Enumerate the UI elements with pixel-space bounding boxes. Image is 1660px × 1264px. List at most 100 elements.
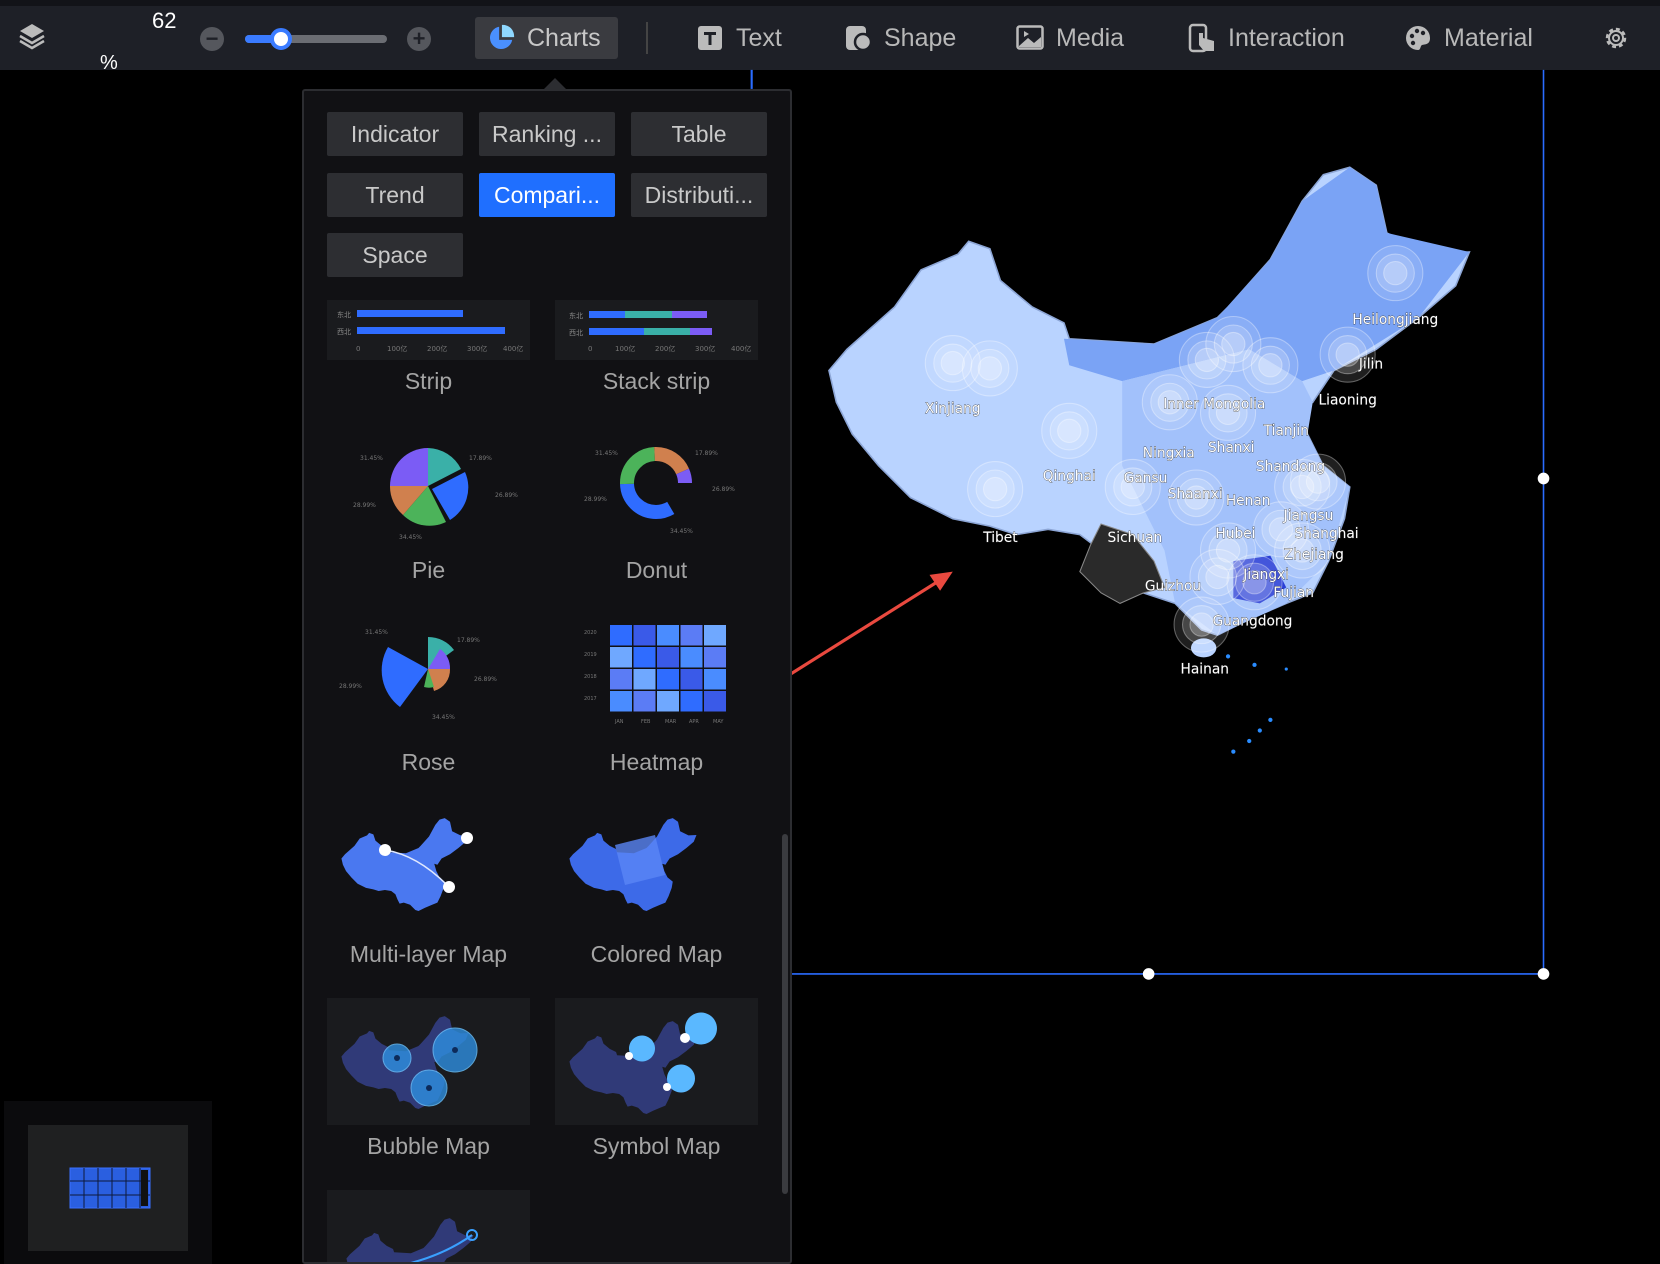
map-label: Shandong: [1256, 459, 1325, 475]
map-region-jiangxi[interactable]: [1233, 555, 1287, 604]
category-comparison[interactable]: Compari...: [479, 173, 615, 217]
chart-card-flow-map[interactable]: [327, 1190, 530, 1262]
resize-handle-right[interactable]: [1537, 472, 1550, 485]
resize-handle-corner[interactable]: [1537, 968, 1550, 980]
chart-card-bubble-map[interactable]: Bubble Map: [327, 998, 530, 1160]
map-bubble: [961, 340, 1018, 397]
thumb-text: 400亿: [731, 344, 751, 353]
shape-icon: [844, 24, 872, 52]
map-region-hainan[interactable]: [1190, 638, 1217, 658]
map-bubble: [1187, 340, 1227, 380]
chart-card-strip[interactable]: 东北 西北 0 100亿 200亿 300亿 400亿 Strip: [327, 300, 530, 395]
map-bubble: [1252, 501, 1310, 558]
map-bubble: [1335, 342, 1360, 367]
thumb-text: 2018: [584, 674, 597, 680]
bubble-map-thumbnail: [327, 998, 530, 1125]
nav-interaction[interactable]: Interaction: [1188, 17, 1345, 59]
thumb-text: 200亿: [427, 344, 447, 353]
chart-label: Multi-layer Map: [349, 941, 508, 967]
heatmap-cell: [657, 647, 679, 668]
chart-card-symbol-map[interactable]: Symbol Map: [555, 998, 758, 1160]
panel-pointer: [543, 78, 567, 90]
heatmap-cell: [704, 647, 726, 668]
map-label: Henan: [1226, 493, 1271, 509]
map-bubble: [1242, 570, 1267, 595]
map-bubble: [1375, 253, 1415, 293]
category-distribution[interactable]: Distributi...: [631, 173, 767, 217]
map-bubble: [1213, 324, 1253, 364]
thumb-text: 东北: [337, 310, 351, 319]
heatmap-cell: [657, 691, 679, 712]
thumb-text: FEB: [641, 719, 651, 725]
nav-charts[interactable]: Charts: [475, 17, 618, 59]
thumb-text: 东北: [569, 311, 583, 320]
chart-card-multi-layer-map[interactable]: Multi-layer Map: [327, 805, 530, 968]
heatmap-thumbnail: 2020 2019 2018 2017 JAN FEB MAR APR MAY: [555, 613, 758, 741]
nav-text[interactable]: Text: [696, 17, 782, 59]
zoom-in-button[interactable]: +: [407, 27, 431, 51]
thumb-text: 300亿: [467, 344, 487, 353]
rose-thumbnail: 31.45% 17.89% 26.89% 28.99% 34.45%: [327, 613, 530, 741]
zoom-slider[interactable]: [245, 35, 387, 43]
palette-icon: [1404, 24, 1432, 52]
map-bubble: [1041, 402, 1098, 459]
category-ranking[interactable]: Ranking ...: [479, 112, 615, 156]
panel-scrollbar[interactable]: [782, 834, 788, 1194]
map-bubble: [1157, 390, 1182, 415]
map-region-northeast[interactable]: [1063, 167, 1470, 382]
thumb-text: 34.45%: [670, 528, 693, 535]
heatmap-cell: [633, 691, 656, 712]
nav-shape-label: Shape: [884, 23, 957, 52]
resize-handle-bottom[interactable]: [1142, 968, 1155, 980]
nav-text-label: Text: [736, 23, 782, 52]
layers-icon[interactable]: [18, 22, 46, 57]
map-bubble: [1208, 530, 1248, 571]
map-bubble: [1197, 557, 1238, 597]
category-space[interactable]: Space: [327, 233, 463, 277]
map-region-yunnan[interactable]: [1079, 523, 1166, 605]
category-trend[interactable]: Trend: [327, 173, 463, 217]
china-map[interactable]: Heilongjiang Jilin Liaoning Xinjiang Inner M…: [828, 166, 1471, 754]
map-bubble: [1250, 345, 1290, 385]
settings-gear-icon[interactable]: [1603, 25, 1629, 56]
pointer-hand-icon: [1188, 23, 1216, 53]
pie-thumbnail: 31.45% 17.89% 26.89% 28.99% 34.45%: [327, 421, 530, 549]
map-label: Jiangxi: [1242, 567, 1289, 583]
chart-card-donut[interactable]: 31.45% 17.89% 26.89% 28.99% 34.45% Donut: [555, 421, 758, 584]
minimap-viewport[interactable]: [28, 1125, 188, 1251]
map-bubble: [977, 356, 1003, 381]
multi-layer-map-thumbnail: [327, 805, 530, 933]
map-bubble: [1215, 400, 1241, 426]
map-bubble: [1268, 517, 1294, 542]
chart-card-rose[interactable]: 31.45% 17.89% 26.89% 28.99% 34.45% Rose: [327, 613, 530, 776]
category-table[interactable]: Table: [631, 112, 767, 156]
nav-media[interactable]: Media: [1016, 17, 1124, 59]
chart-card-pie[interactable]: 31.45% 17.89% 26.89% 28.99% 34.45% Pie: [327, 421, 530, 584]
thumb-text: 31.45%: [360, 455, 383, 462]
map-bubble: [982, 476, 1008, 502]
zoom-out-button[interactable]: −: [200, 27, 224, 51]
map-bubble: [1104, 458, 1161, 516]
chart-label: Strip: [404, 368, 453, 394]
map-bubble: [1328, 335, 1368, 375]
thumb-text: 26.89%: [712, 486, 735, 493]
zoom-slider-handle[interactable]: [270, 28, 292, 50]
map-label: Jiangsu: [1283, 508, 1334, 524]
zoom-value[interactable]: 62: [152, 8, 177, 33]
heatmap-cell: [657, 625, 679, 646]
chart-card-colored-map[interactable]: Colored Map: [555, 805, 758, 968]
map-label: Shaanxi: [1168, 487, 1223, 503]
map-bubble: [1234, 562, 1275, 602]
map-region-east[interactable]: [1122, 349, 1350, 636]
nav-material[interactable]: Material: [1404, 17, 1533, 59]
thumb-text: 200亿: [655, 344, 675, 353]
chart-card-heatmap[interactable]: 2020 2019 2018 2017 JAN FEB MAR APR MAY Heatmap: [555, 613, 758, 776]
stack-strip-thumbnail: 东北 西北 0 100亿 200亿 300亿 400亿: [555, 300, 758, 360]
map-label: Sichuan: [1108, 530, 1163, 546]
heatmap-cell: [610, 669, 632, 690]
nav-shape[interactable]: Shape: [844, 17, 956, 59]
colored-map-thumbnail: [555, 805, 758, 933]
category-indicator[interactable]: Indicator: [327, 112, 463, 156]
thumb-text: 26.89%: [474, 676, 497, 683]
chart-card-stack-strip[interactable]: 东北 西北 0 100亿 200亿 300亿 400亿 Stack strip: [555, 300, 758, 395]
